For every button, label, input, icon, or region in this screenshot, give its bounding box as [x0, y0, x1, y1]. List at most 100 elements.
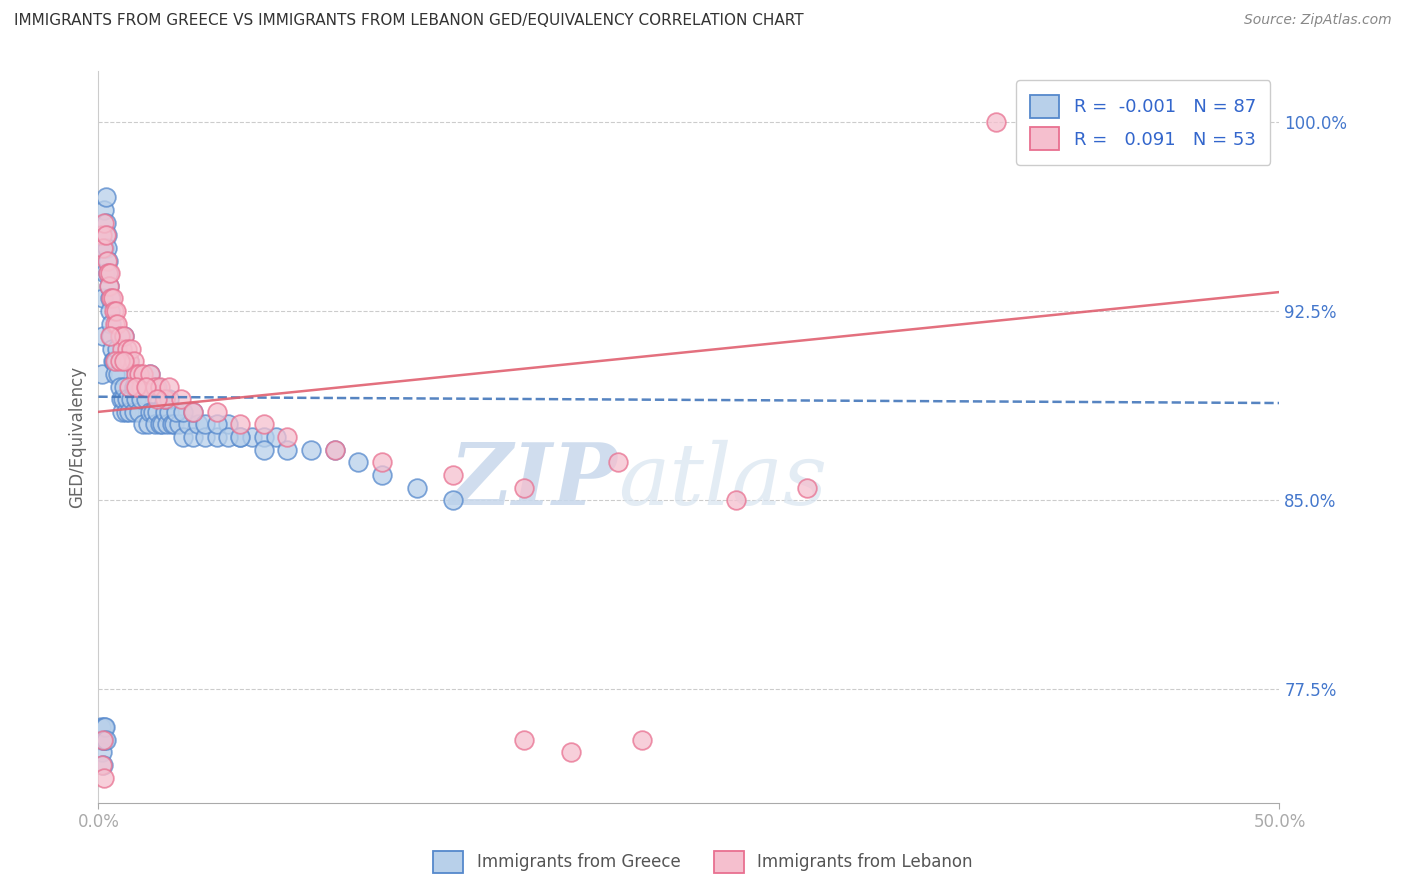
Point — [98, 291, 121, 305]
Point — [157, 379, 180, 393]
Point — [93, 203, 115, 218]
Point — [512, 481, 534, 495]
Point — [114, 405, 136, 419]
Point — [97, 253, 120, 268]
Point — [91, 241, 114, 255]
Point — [143, 379, 166, 393]
Point — [135, 392, 157, 407]
Point — [121, 392, 143, 407]
Point — [91, 758, 114, 772]
Point — [94, 720, 117, 734]
Text: atlas: atlas — [619, 440, 827, 523]
Point — [128, 367, 150, 381]
Point — [149, 379, 172, 393]
Point — [153, 405, 176, 419]
Point — [104, 354, 127, 368]
Point — [98, 278, 121, 293]
Point — [150, 417, 173, 432]
Point — [91, 732, 114, 747]
Point — [139, 367, 162, 381]
Point — [194, 430, 217, 444]
Point — [253, 430, 276, 444]
Point — [163, 417, 186, 432]
Point — [139, 405, 162, 419]
Point — [229, 430, 252, 444]
Point — [796, 481, 818, 495]
Point — [91, 329, 114, 343]
Point — [129, 379, 152, 393]
Point — [146, 392, 169, 407]
Point — [93, 241, 115, 255]
Point — [91, 367, 114, 381]
Point — [112, 329, 135, 343]
Point — [108, 329, 131, 343]
Point — [118, 379, 141, 393]
Point — [128, 405, 150, 419]
Point — [100, 317, 122, 331]
Point — [181, 405, 204, 419]
Point — [153, 392, 176, 407]
Point — [101, 291, 124, 305]
Point — [96, 253, 118, 268]
Point — [105, 317, 128, 331]
Point — [91, 228, 114, 243]
Point — [441, 467, 464, 482]
Point — [132, 417, 155, 432]
Point — [91, 745, 114, 759]
Point — [98, 278, 121, 293]
Point — [107, 367, 129, 381]
Point — [100, 291, 122, 305]
Point — [630, 732, 652, 747]
Point — [560, 745, 582, 759]
Point — [115, 342, 138, 356]
Point — [91, 291, 114, 305]
Point — [229, 430, 252, 444]
Point — [122, 405, 145, 419]
Point — [229, 417, 252, 432]
Point — [170, 392, 193, 407]
Point — [104, 367, 127, 381]
Point — [153, 392, 176, 407]
Point — [97, 266, 120, 280]
Point — [194, 417, 217, 432]
Point — [105, 354, 128, 368]
Point — [371, 467, 394, 482]
Point — [111, 342, 134, 356]
Point — [205, 430, 228, 444]
Point — [94, 190, 117, 204]
Point — [125, 367, 148, 381]
Point — [276, 442, 298, 457]
Point — [111, 405, 134, 419]
Point — [160, 417, 183, 432]
Point — [100, 329, 122, 343]
Point — [101, 342, 124, 356]
Point — [112, 329, 135, 343]
Point — [122, 379, 145, 393]
Point — [135, 379, 157, 393]
Point — [172, 405, 194, 419]
Point — [118, 405, 141, 419]
Point — [607, 455, 630, 469]
Point — [984, 115, 1007, 129]
Point — [149, 417, 172, 432]
Point — [112, 354, 135, 368]
Point — [142, 405, 165, 419]
Point — [347, 455, 370, 469]
Point — [128, 367, 150, 381]
Point — [217, 430, 239, 444]
Point — [108, 354, 131, 368]
Point — [264, 430, 287, 444]
Point — [299, 442, 322, 457]
Point — [181, 405, 204, 419]
Point — [253, 442, 276, 457]
Point — [94, 266, 117, 280]
Point — [98, 329, 121, 343]
Point — [205, 417, 228, 432]
Point — [101, 354, 124, 368]
Point — [165, 405, 187, 419]
Point — [103, 354, 125, 368]
Point — [103, 304, 125, 318]
Point — [93, 216, 115, 230]
Point — [112, 392, 135, 407]
Point — [217, 417, 239, 432]
